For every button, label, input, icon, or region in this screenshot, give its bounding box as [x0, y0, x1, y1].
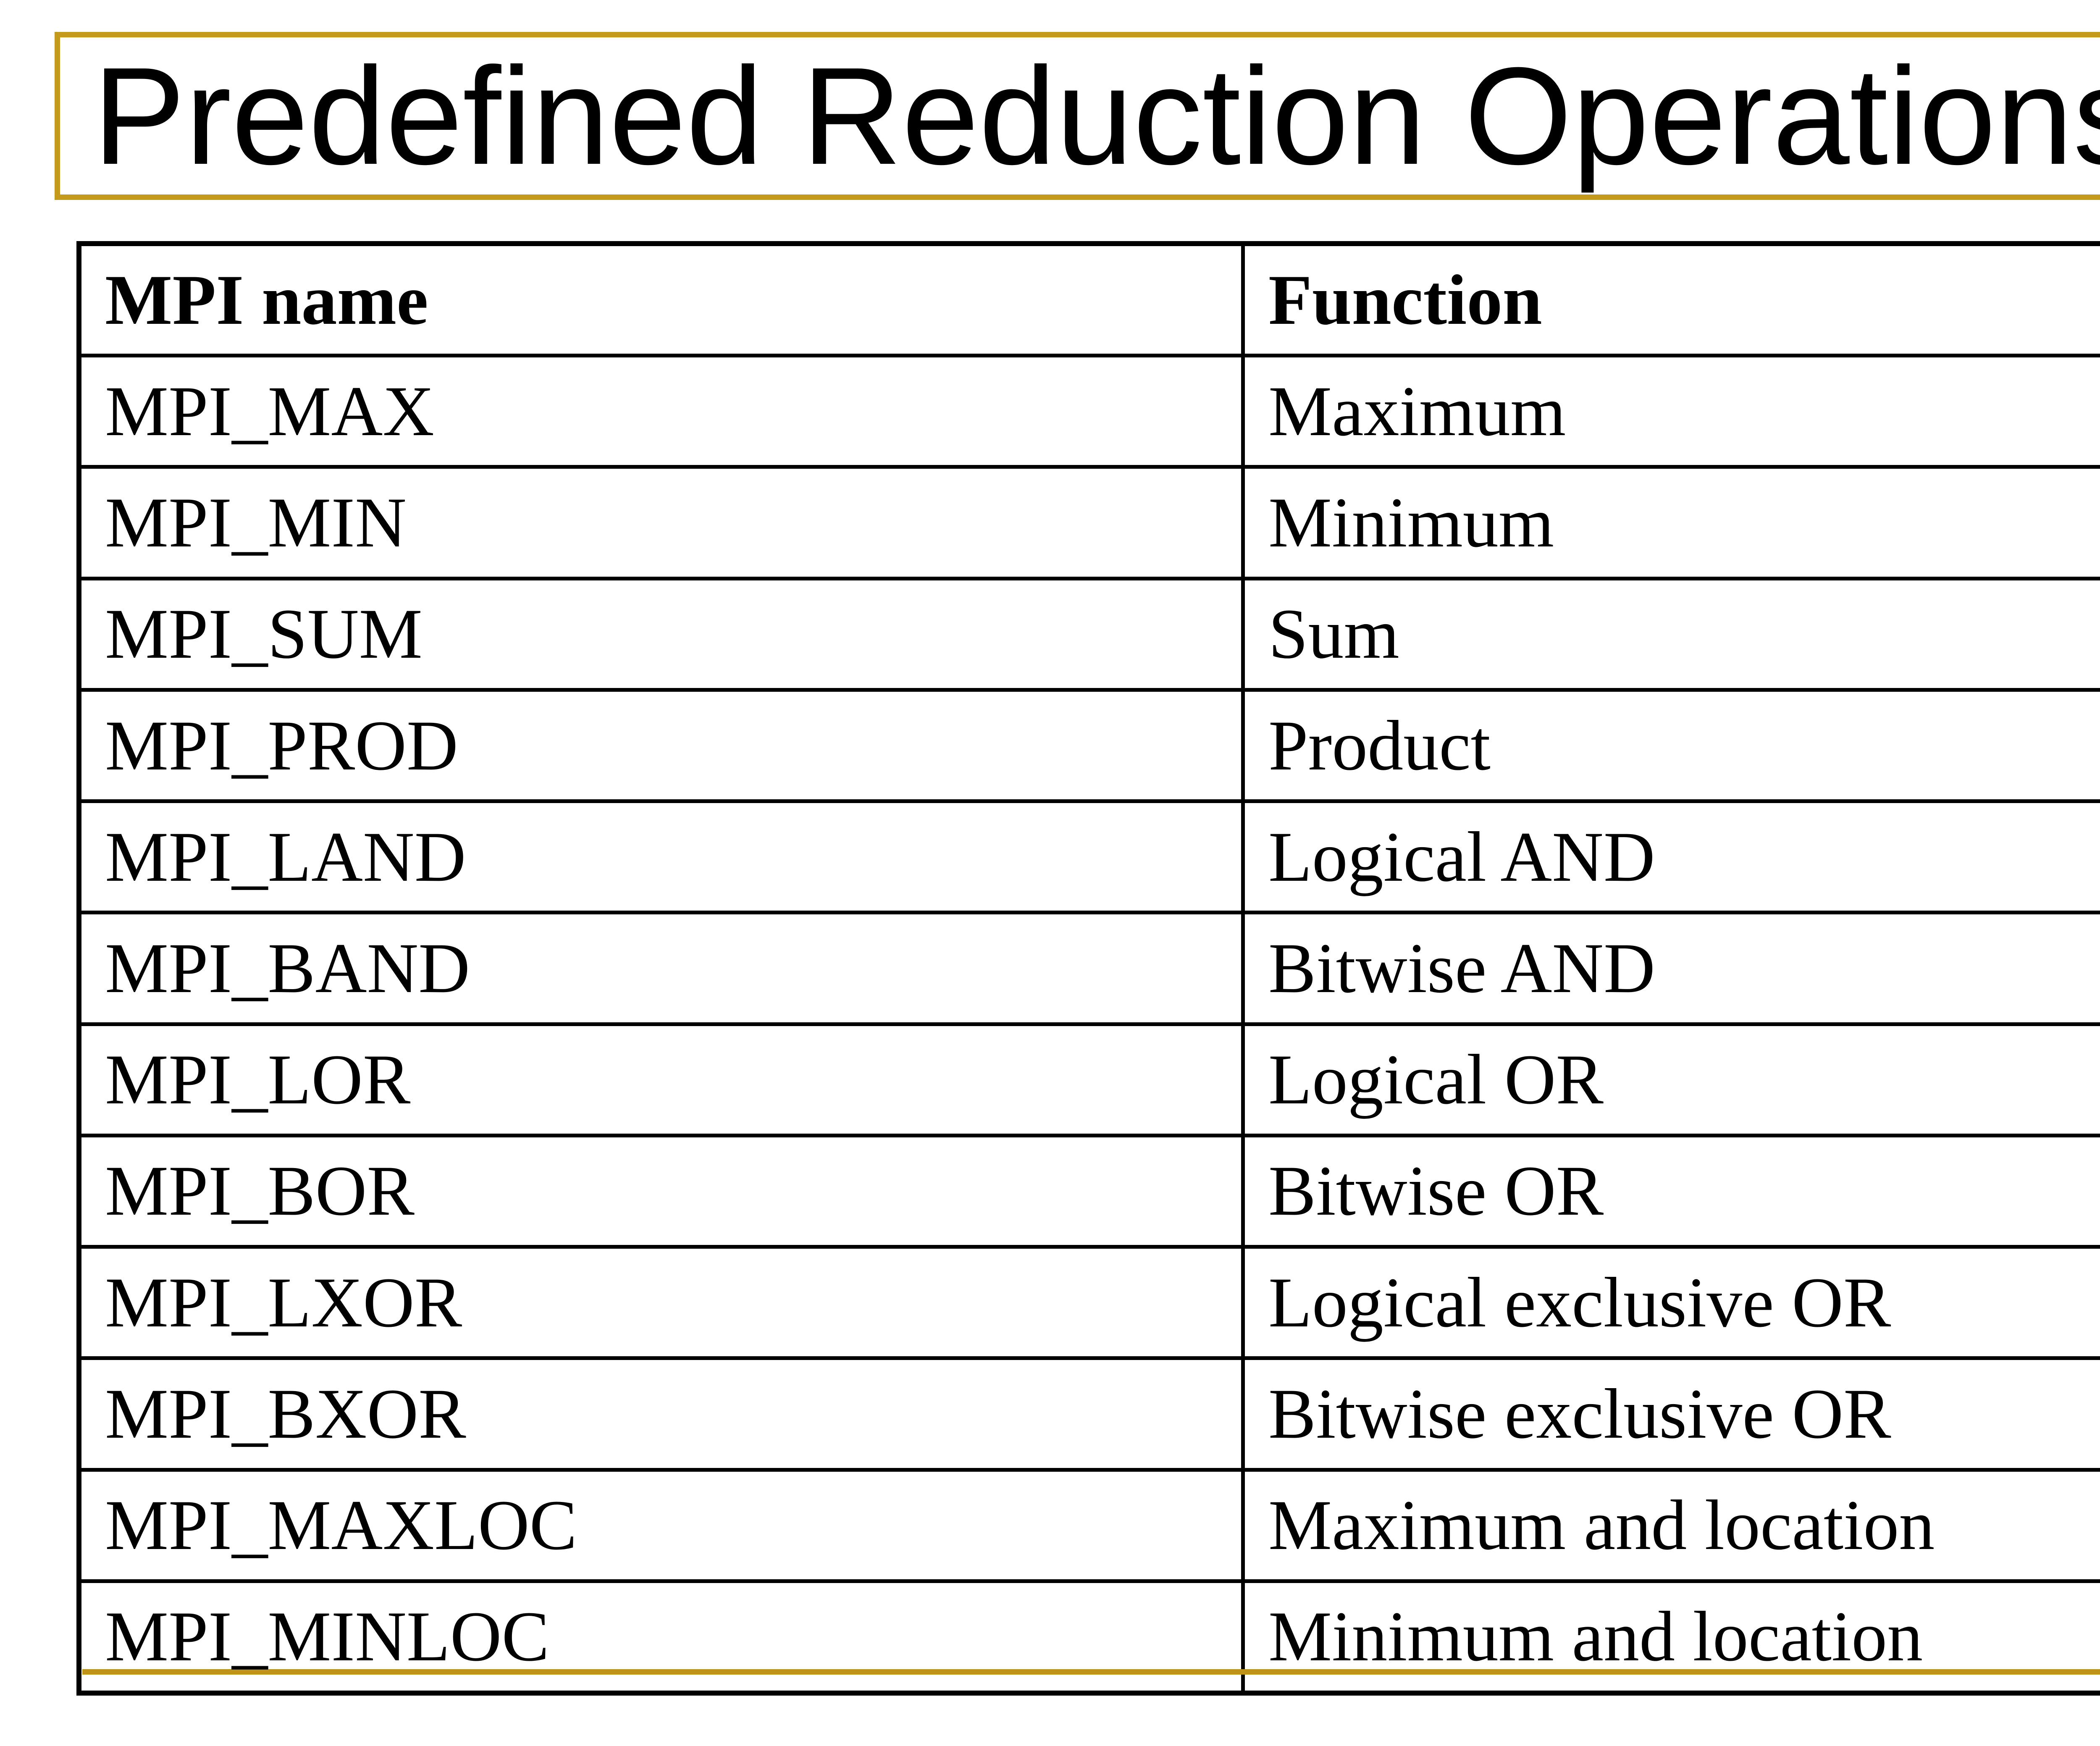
function-header-cell: Function	[1241, 246, 2100, 354]
mpi-name-cell: MPI_LOR	[81, 1026, 1241, 1134]
function-cell: Logical exclusive OR	[1241, 1249, 2100, 1357]
table-row: MPI_PROD Product	[81, 688, 2100, 800]
mpi-name-header-cell: MPI name	[81, 246, 1241, 354]
mpi-name-cell: MPI_BAND	[81, 914, 1241, 1022]
table-header-row: MPI name Function	[81, 246, 2100, 354]
mpi-name-value: MPI_LOR	[105, 1040, 411, 1119]
mpi-name-cell: MPI_MINLOC	[81, 1583, 1241, 1691]
table-row: MPI_BXOR Bitwise exclusive OR	[81, 1356, 2100, 1468]
function-cell: Bitwise AND	[1241, 914, 2100, 1022]
function-value: Logical AND	[1268, 817, 1655, 896]
table-row: MPI_MAXLOC Maximum and location	[81, 1468, 2100, 1579]
table-row: MPI_SUM Sum	[81, 576, 2100, 688]
table-row: MPI_LXOR Logical exclusive OR	[81, 1245, 2100, 1357]
title-box: Predefined Reduction Operations	[55, 32, 2100, 200]
function-value: Logical OR	[1268, 1040, 1604, 1119]
function-cell: Sum	[1241, 580, 2100, 688]
function-cell: Maximum	[1241, 357, 2100, 465]
mpi-name-cell: MPI_SUM	[81, 580, 1241, 688]
function-value: Bitwise exclusive OR	[1268, 1374, 1891, 1453]
mpi-name-cell: MPI_MIN	[81, 469, 1241, 576]
mpi-name-value: MPI_PROD	[105, 706, 458, 785]
mpi-name-cell: MPI_MAXLOC	[81, 1472, 1241, 1579]
mpi-name-cell: MPI_MAX	[81, 357, 1241, 465]
function-cell: Logical AND	[1241, 803, 2100, 911]
mpi-name-value: MPI_BOR	[105, 1151, 415, 1231]
mpi-name-value: MPI_MAXLOC	[105, 1486, 578, 1565]
table-row: MPI_MINLOC Minimum and location	[81, 1579, 2100, 1691]
function-header-label: Function	[1268, 260, 1542, 339]
gold-underline-rule	[82, 1669, 2100, 1675]
mpi-name-cell: MPI_PROD	[81, 692, 1241, 799]
mpi-name-value: MPI_MIN	[105, 483, 407, 562]
mpi-name-value: MPI_SUM	[105, 594, 423, 674]
mpi-name-cell: MPI_LXOR	[81, 1249, 1241, 1356]
function-cell: Bitwise OR	[1241, 1137, 2100, 1245]
function-value: Maximum and location	[1268, 1486, 1935, 1565]
function-value: Maximum	[1268, 371, 1566, 451]
function-value: Product	[1268, 706, 1491, 785]
function-cell: Product	[1241, 691, 2100, 800]
mpi-name-cell: MPI_BXOR	[81, 1360, 1241, 1468]
table-row: MPI_LOR Logical OR	[81, 1022, 2100, 1134]
table-row: MPI_BAND Bitwise AND	[81, 911, 2100, 1022]
mpi-name-value: MPI_LXOR	[105, 1263, 462, 1342]
function-cell: Minimum and location	[1241, 1583, 2100, 1691]
function-value: Bitwise AND	[1268, 929, 1655, 1008]
function-cell: Logical OR	[1241, 1026, 2100, 1134]
reduction-operations-table: MPI name Function MPI_MAX Maximum MPI_MI…	[76, 241, 2100, 1696]
slide-title: Predefined Reduction Operations	[93, 38, 2100, 193]
mpi-name-value: MPI_MINLOC	[105, 1597, 549, 1676]
mpi-name-cell: MPI_LAND	[81, 803, 1241, 911]
function-value: Sum	[1268, 594, 1399, 674]
table-row: MPI_BOR Bitwise OR	[81, 1133, 2100, 1245]
mpi-name-header-label: MPI name	[105, 260, 428, 339]
table-row: MPI_MAX Maximum	[81, 354, 2100, 465]
mpi-name-cell: MPI_BOR	[81, 1137, 1241, 1245]
function-cell: Maximum and location	[1241, 1471, 2100, 1579]
function-cell: Bitwise exclusive OR	[1241, 1360, 2100, 1468]
mpi-name-value: MPI_BXOR	[105, 1374, 466, 1453]
table-row: MPI_LAND Logical AND	[81, 799, 2100, 911]
mpi-name-value: MPI_LAND	[105, 817, 466, 896]
function-cell: Minimum	[1241, 469, 2100, 577]
function-value: Logical exclusive OR	[1268, 1263, 1891, 1342]
mpi-name-value: MPI_MAX	[105, 371, 435, 451]
function-value: Minimum and location	[1268, 1597, 1923, 1676]
table-row: MPI_MIN Minimum	[81, 465, 2100, 577]
mpi-name-value: MPI_BAND	[105, 929, 470, 1008]
function-value: Minimum	[1268, 483, 1554, 562]
function-value: Bitwise OR	[1268, 1151, 1604, 1231]
